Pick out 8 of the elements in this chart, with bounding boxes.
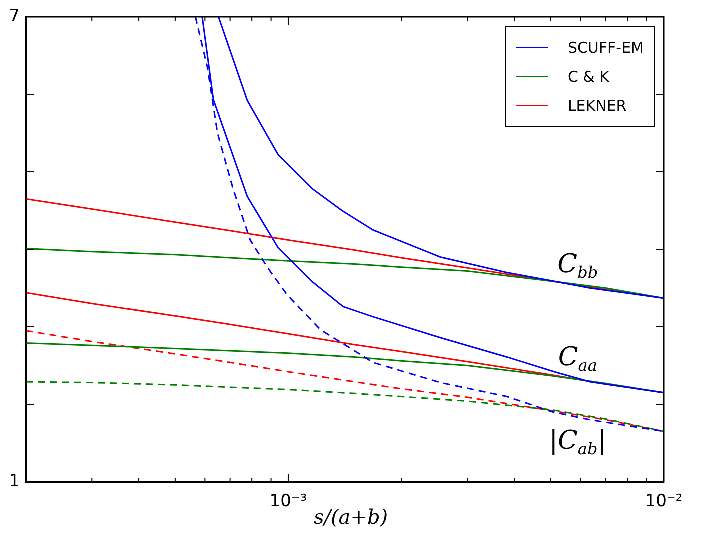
legend-label: SCUFF-EM [568, 38, 644, 56]
y-tick-label: 1 [9, 471, 20, 492]
legend-label: LEKNER [568, 96, 627, 114]
x-tick-label: 10⁻² [645, 492, 683, 512]
x-axis-title: s/(a+b) [314, 505, 388, 529]
legend-label: C & K [568, 68, 610, 86]
y-tick-label: 7 [9, 6, 20, 26]
x-tick-label: 10⁻³ [270, 492, 308, 512]
